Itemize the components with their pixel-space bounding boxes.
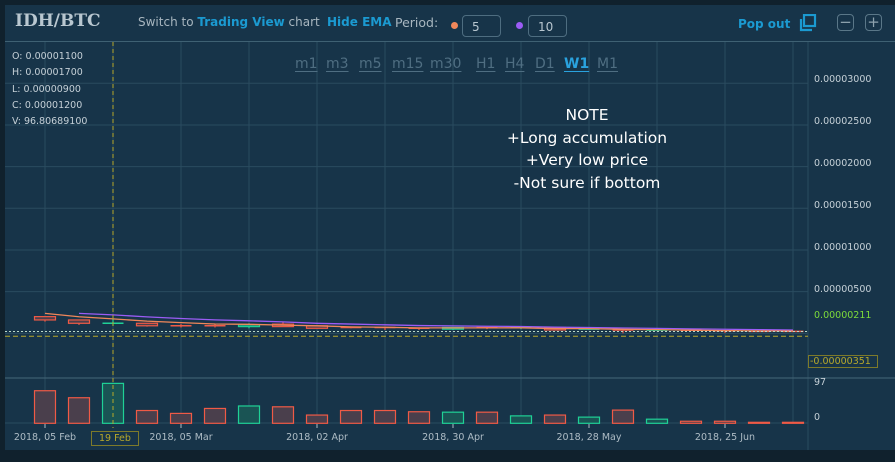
date-tick: 2018, 28 May	[556, 432, 622, 443]
volume-bar	[747, 421, 771, 424]
timeframe-W1[interactable]: W1	[564, 56, 590, 72]
volume-bar	[135, 409, 159, 424]
ema-slow-period-input[interactable]: 10	[528, 15, 567, 37]
timeframe-H1[interactable]: H1	[476, 56, 496, 72]
volume-bar	[169, 412, 193, 424]
timeframe-m5[interactable]: m5	[359, 56, 382, 72]
grid	[5, 42, 895, 450]
price-tick: 0.00001500	[814, 200, 872, 211]
timeframe-m15[interactable]: m15	[392, 56, 424, 72]
chart-header: IDH/BTC Switch to Trading View chart Hid…	[5, 5, 895, 42]
period-label: Period:	[395, 15, 439, 30]
volume-max-tick: 97	[814, 377, 827, 388]
volume-bar	[101, 382, 125, 424]
price-tick: 0.00003000	[814, 74, 872, 85]
ohlc-close: C: 0.00001200	[12, 100, 83, 111]
ema-fast-color-dot	[451, 22, 458, 29]
volume-bar	[339, 409, 363, 424]
volume-bar	[271, 406, 295, 424]
timeframe-m1[interactable]: m1	[295, 56, 318, 72]
note-line: +Long accumulation	[506, 128, 668, 147]
last-price-label: 0.00000211	[814, 310, 872, 321]
volume-bar	[713, 420, 737, 424]
date-tick: 2018, 30 Apr	[422, 432, 484, 443]
pop-out-button[interactable]: Pop out	[738, 17, 791, 31]
crosshair-price-label: -0.00000351	[808, 355, 878, 368]
price-tick: 0.00000500	[814, 284, 872, 295]
volume-bar	[577, 416, 601, 424]
volume-bar	[475, 411, 499, 424]
crosshair-and-markers	[5, 42, 808, 428]
volume-bar	[509, 415, 533, 424]
timeframe-D1[interactable]: D1	[535, 56, 555, 72]
ohlc-volume: V: 96.80689100	[12, 116, 88, 127]
ema-slow-color-dot	[516, 22, 523, 29]
volume-bar	[611, 409, 635, 424]
candle-body	[135, 322, 159, 327]
candle-body	[237, 324, 261, 328]
pair-title: IDH/BTC	[15, 11, 101, 31]
date-tick: 2018, 25 Jun	[694, 432, 756, 443]
volume-bar	[781, 421, 805, 424]
price-tick: 0.00002500	[814, 116, 872, 127]
crosshair-date-label: 19 Feb	[91, 431, 139, 446]
volume-zero-tick: 0	[814, 412, 821, 423]
date-tick: 2018, 05 Mar	[149, 432, 213, 443]
ema-slow-line	[78, 312, 794, 331]
volume-bar	[441, 411, 465, 424]
candle-body	[67, 319, 91, 324]
hide-ema-button[interactable]: Hide EMA	[327, 15, 392, 29]
date-tick: 2018, 05 Feb	[13, 432, 77, 443]
zoom-in-button[interactable]: +	[865, 14, 882, 31]
timeframe-m3[interactable]: m3	[326, 56, 349, 72]
volume-bar	[645, 418, 669, 424]
volume-bar	[543, 414, 567, 424]
zoom-out-button[interactable]: −	[837, 14, 854, 31]
note-line: +Very low price	[525, 151, 649, 169]
price-tick: 0.00002000	[814, 158, 872, 169]
ema-fast-period-input[interactable]: 5	[462, 15, 501, 37]
volume-bars	[33, 382, 805, 424]
switch-chart-text: Switch to Trading View chart	[138, 15, 320, 29]
chart-panel	[5, 5, 895, 450]
volume-bar	[373, 409, 397, 424]
volume-bar	[203, 407, 227, 424]
note-annotation: NOTE +Long accumulation +Very low price …	[470, 104, 704, 194]
trading-view-link[interactable]: Trading View	[197, 15, 285, 29]
volume-bar	[305, 414, 329, 424]
volume-bar	[67, 397, 91, 424]
ema-lines	[44, 312, 794, 332]
candle-body	[33, 316, 57, 321]
switch-prefix: Switch to	[138, 15, 194, 29]
ema-fast-line	[44, 312, 794, 332]
timeframe-M1[interactable]: M1	[597, 56, 618, 72]
ohlc-open: O: 0.00001100	[12, 51, 83, 62]
note-line: -Not sure if bottom	[513, 173, 661, 192]
date-tick: 2018, 02 Apr	[286, 432, 348, 443]
timeframe-H4[interactable]: H4	[505, 56, 525, 72]
note-title: NOTE	[565, 106, 609, 124]
switch-suffix: chart	[288, 15, 320, 29]
volume-bar	[33, 390, 57, 424]
ohlc-high: H: 0.00001700	[12, 67, 83, 78]
timeframe-m30[interactable]: m30	[430, 56, 462, 72]
volume-bar	[679, 420, 703, 424]
volume-bar	[237, 405, 261, 424]
pop-out-icon[interactable]	[799, 14, 817, 32]
volume-bar	[407, 411, 431, 424]
ohlc-low: L: 0.00000900	[12, 84, 81, 95]
price-tick: 0.00001000	[814, 242, 872, 253]
